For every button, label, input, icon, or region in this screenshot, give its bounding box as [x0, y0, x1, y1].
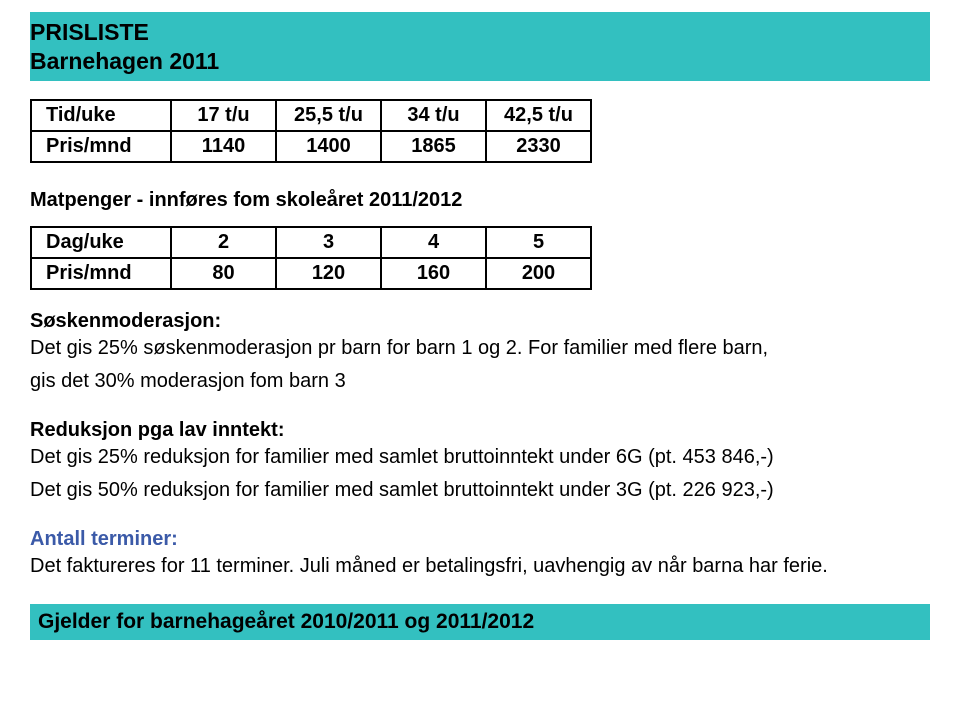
cell: 42,5 t/u — [486, 100, 591, 131]
reduksjon-text1: Det gis 25% reduksjon for familier med s… — [30, 444, 930, 471]
terminer-text1: Det faktureres for 11 terminer. Juli mån… — [30, 553, 930, 580]
prices-table-1: Tid/uke 17 t/u 25,5 t/u 34 t/u 42,5 t/u … — [30, 99, 592, 163]
cell: 120 — [276, 258, 381, 289]
soskenmoderasjon-text1: Det gis 25% søskenmoderasjon pr barn for… — [30, 335, 930, 362]
cell: 34 t/u — [381, 100, 486, 131]
page-title: PRISLISTE — [30, 18, 922, 48]
soskenmoderasjon-text2: gis det 30% moderasjon fom barn 3 — [30, 368, 930, 395]
cell-label: Tid/uke — [31, 100, 171, 131]
cell-label: Pris/mnd — [31, 258, 171, 289]
reduksjon-text2: Det gis 50% reduksjon for familier med s… — [30, 477, 930, 504]
cell: 25,5 t/u — [276, 100, 381, 131]
footer-text: Gjelder for barnehageåret 2010/2011 og 2… — [38, 610, 922, 634]
cell: 5 — [486, 227, 591, 258]
cell: 3 — [276, 227, 381, 258]
banner-top: PRISLISTE Barnehagen 2011 — [30, 12, 930, 81]
table-row: Dag/uke 2 3 4 5 — [31, 227, 591, 258]
cell: 1400 — [276, 131, 381, 162]
cell-label: Dag/uke — [31, 227, 171, 258]
terminer-block: Antall terminer: Det faktureres for 11 t… — [30, 528, 930, 580]
cell: 2330 — [486, 131, 591, 162]
cell: 200 — [486, 258, 591, 289]
terminer-heading: Antall terminer: — [30, 528, 930, 551]
cell: 1140 — [171, 131, 276, 162]
prices-table-2: Dag/uke 2 3 4 5 Pris/mnd 80 120 160 200 — [30, 226, 592, 290]
table-row: Pris/mnd 80 120 160 200 — [31, 258, 591, 289]
matpenger-block: Matpenger - innføres fom skoleåret 2011/… — [30, 189, 930, 212]
banner-bottom: Gjelder for barnehageåret 2010/2011 og 2… — [30, 604, 930, 640]
cell: 160 — [381, 258, 486, 289]
cell: 1865 — [381, 131, 486, 162]
page-subtitle: Barnehagen 2011 — [30, 48, 922, 75]
reduksjon-block: Reduksjon pga lav inntekt: Det gis 25% r… — [30, 419, 930, 504]
reduksjon-heading: Reduksjon pga lav inntekt: — [30, 419, 930, 442]
soskenmoderasjon-block: Søskenmoderasjon: Det gis 25% søskenmode… — [30, 310, 930, 395]
soskenmoderasjon-heading: Søskenmoderasjon: — [30, 310, 930, 333]
cell: 2 — [171, 227, 276, 258]
table-row: Pris/mnd 1140 1400 1865 2330 — [31, 131, 591, 162]
matpenger-heading: Matpenger - innføres fom skoleåret 2011/… — [30, 189, 930, 212]
cell: 80 — [171, 258, 276, 289]
table-row: Tid/uke 17 t/u 25,5 t/u 34 t/u 42,5 t/u — [31, 100, 591, 131]
cell: 4 — [381, 227, 486, 258]
cell-label: Pris/mnd — [31, 131, 171, 162]
cell: 17 t/u — [171, 100, 276, 131]
